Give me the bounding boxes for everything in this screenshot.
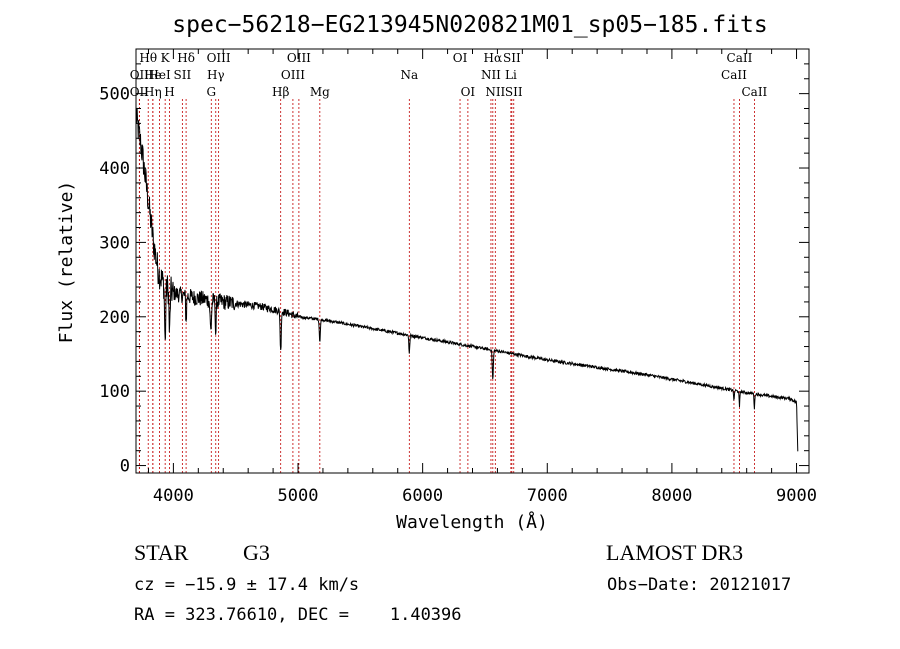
line-marker-label: HeI — [148, 68, 171, 82]
x-tick-label: 6000 — [402, 486, 443, 506]
line-marker-label: SII — [503, 51, 521, 65]
line-marker-label: CaII — [741, 85, 767, 99]
y-tick-label: 0 — [120, 457, 130, 477]
x-tick-label: 5000 — [278, 486, 319, 506]
line-marker-label: G — [206, 85, 216, 99]
x-tick-label: 7000 — [527, 486, 568, 506]
line-marker-label: OIII — [207, 51, 231, 65]
object-class: STAR — [134, 540, 189, 565]
line-marker-label: He — [144, 68, 162, 82]
line-marker-label: CaII — [721, 68, 747, 82]
line-marker-label: Hα — [484, 51, 503, 65]
line-marker-label: SII — [505, 85, 523, 99]
plot-frame — [135, 48, 810, 474]
line-marker-label: Hδ — [177, 51, 195, 65]
line-marker-lines — [138, 99, 755, 473]
spectrum-line — [135, 107, 799, 452]
survey-name: LAMOST DR3 — [606, 540, 743, 565]
line-marker-label: NII — [481, 68, 501, 82]
coordinates-text: RA = 323.76610, DEC = 1.40396 — [134, 605, 462, 625]
line-marker-label: H — [164, 85, 174, 99]
line-marker-label: SII — [174, 68, 192, 82]
x-tick-label: 8000 — [651, 486, 692, 506]
redshift-text: cz = −15.9 ± 17.4 km/s — [134, 575, 359, 595]
line-marker-label: OII — [130, 68, 150, 82]
x-tick-label: 4000 — [153, 486, 194, 506]
line-marker-label: Hθ — [139, 51, 157, 65]
line-marker-label: OI — [461, 85, 476, 99]
line-marker-label: Mg — [310, 85, 330, 99]
line-marker-label: OIII — [287, 51, 311, 65]
y-tick-label: 500 — [99, 85, 130, 105]
line-marker-label: K — [161, 51, 171, 65]
x-axis-ticks: 4000 5000 6000 7000 8000 9000 — [147, 49, 817, 506]
y-tick-label: 400 — [99, 159, 130, 179]
line-marker-label: OI — [453, 51, 468, 65]
y-axis-ticks: 0 100 200 300 400 500 — [99, 63, 809, 477]
line-marker-label: CaII — [727, 51, 753, 65]
object-subclass: G3 — [243, 540, 270, 565]
line-marker-label: Li — [505, 68, 517, 82]
line-marker-label: Na — [400, 68, 418, 82]
x-axis-label: Wavelength (Å) — [396, 511, 548, 533]
line-marker-label: NII — [485, 85, 505, 99]
line-marker-label: OII — [130, 85, 150, 99]
y-tick-label: 100 — [99, 382, 130, 402]
y-tick-label: 300 — [99, 233, 130, 253]
x-tick-label: 9000 — [776, 486, 817, 506]
line-marker-label: Hη — [144, 85, 162, 99]
y-axis-label: Flux (relative) — [56, 181, 77, 344]
line-marker-label: Hβ — [272, 85, 289, 99]
y-tick-label: 200 — [99, 308, 130, 328]
obs-date-text: Obs−Date: 20121017 — [607, 575, 791, 595]
chart-title: spec−56218−EG213945N020821M01_sp05−185.f… — [172, 12, 767, 38]
line-marker-label: OIII — [281, 68, 305, 82]
line-marker-label: Hγ — [207, 68, 225, 82]
